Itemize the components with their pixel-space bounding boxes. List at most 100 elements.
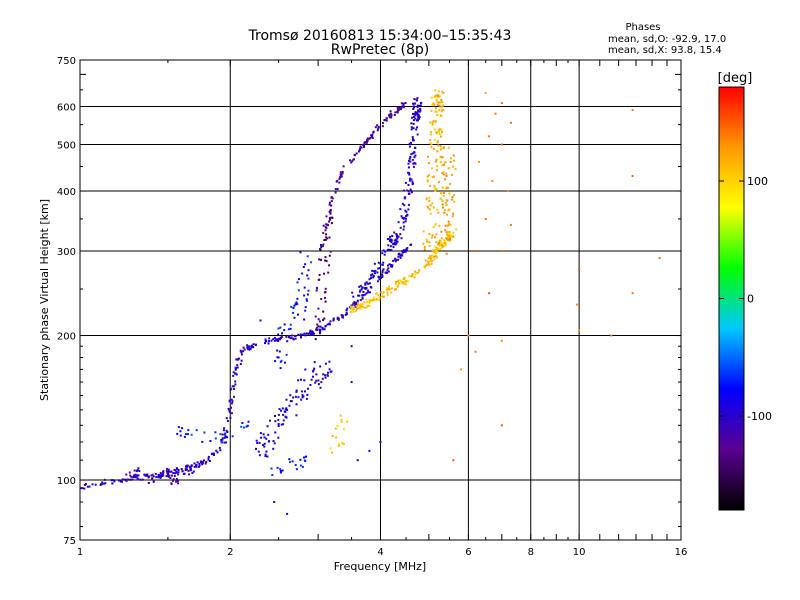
data-point <box>448 233 451 236</box>
data-point <box>446 233 449 236</box>
data-point <box>151 477 154 480</box>
data-point <box>370 277 372 280</box>
data-point <box>631 292 634 295</box>
data-point <box>440 147 443 150</box>
data-point <box>413 276 416 278</box>
data-point <box>357 302 360 305</box>
data-point <box>389 115 392 118</box>
data-point <box>258 441 261 444</box>
data-point <box>322 328 325 331</box>
data-point <box>369 286 372 288</box>
data-point <box>428 174 431 177</box>
data-point <box>460 368 462 371</box>
data-point <box>325 223 328 226</box>
data-point <box>397 107 400 110</box>
data-point <box>452 212 455 215</box>
data-point <box>358 150 360 153</box>
data-point <box>390 265 393 268</box>
data-point <box>430 254 433 257</box>
data-point <box>167 475 170 478</box>
data-point <box>338 443 340 446</box>
data-point <box>402 221 405 224</box>
data-point <box>288 458 291 461</box>
data-point <box>428 255 431 258</box>
data-point <box>394 260 397 263</box>
data-point <box>304 390 306 393</box>
data-point <box>399 226 402 229</box>
x-axis-ticks: 1 2 4 6 8 10 16 <box>77 60 687 558</box>
data-point <box>279 471 282 474</box>
data-point <box>325 362 327 365</box>
data-point <box>167 472 169 475</box>
x-tick-label: 6 <box>465 547 471 558</box>
data-point <box>336 424 339 427</box>
y-tick-label: 300 <box>57 247 76 258</box>
data-point <box>426 180 429 183</box>
data-point <box>444 244 447 247</box>
data-point <box>328 211 331 213</box>
data-point <box>434 255 436 258</box>
data-point <box>276 466 279 469</box>
data-point <box>225 417 228 420</box>
data-point <box>296 297 299 300</box>
data-point <box>364 282 367 285</box>
data-point <box>294 464 297 466</box>
data-point <box>452 459 455 462</box>
data-point <box>439 247 442 250</box>
data-point <box>303 456 305 459</box>
data-point <box>412 119 415 122</box>
data-point <box>361 286 364 289</box>
data-point <box>326 223 329 226</box>
data-point <box>187 429 190 432</box>
plot-area: 1 2 4 6 8 10 16 75 100 200 300 400 500 600 750 <box>57 56 687 558</box>
data-point <box>226 420 229 422</box>
data-point <box>315 379 318 382</box>
data-point <box>313 361 316 364</box>
data-point <box>392 242 395 245</box>
data-point <box>351 291 354 294</box>
data-point <box>266 455 269 458</box>
colorbar-tick-label: 100 <box>747 175 768 188</box>
data-point <box>191 472 194 474</box>
data-point <box>414 117 417 120</box>
data-point <box>322 319 325 321</box>
data-point <box>231 385 234 388</box>
data-point <box>451 196 454 199</box>
data-point <box>372 275 375 277</box>
data-point <box>382 261 385 264</box>
data-point <box>367 282 370 285</box>
data-point <box>394 111 397 114</box>
data-point <box>362 305 364 308</box>
data-point <box>360 288 363 291</box>
data-point <box>436 114 439 116</box>
data-point <box>179 430 182 433</box>
data-point <box>125 479 128 482</box>
data-point <box>404 250 407 253</box>
data-point <box>449 161 452 163</box>
data-point <box>610 334 613 337</box>
data-point <box>407 190 410 193</box>
data-point <box>345 309 348 311</box>
data-point <box>214 431 217 434</box>
data-point <box>289 400 292 403</box>
data-point <box>160 475 163 477</box>
data-point <box>494 112 497 115</box>
data-point <box>432 102 435 105</box>
data-point <box>229 416 232 419</box>
y-axis-ticks: 75 100 200 300 400 500 600 750 <box>57 56 681 547</box>
data-point <box>405 248 408 251</box>
stats-line-o: mean, sd,O: -92.9, 17.0 <box>608 34 726 45</box>
data-point <box>326 237 329 240</box>
data-point <box>100 483 102 486</box>
data-point <box>294 337 297 340</box>
data-point <box>401 202 404 205</box>
data-point <box>437 130 440 133</box>
data-point <box>430 263 433 265</box>
data-point <box>329 447 332 450</box>
data-point <box>408 203 410 206</box>
data-point <box>326 374 329 376</box>
data-point <box>173 468 176 471</box>
data-point <box>299 458 302 461</box>
data-point <box>400 215 403 218</box>
